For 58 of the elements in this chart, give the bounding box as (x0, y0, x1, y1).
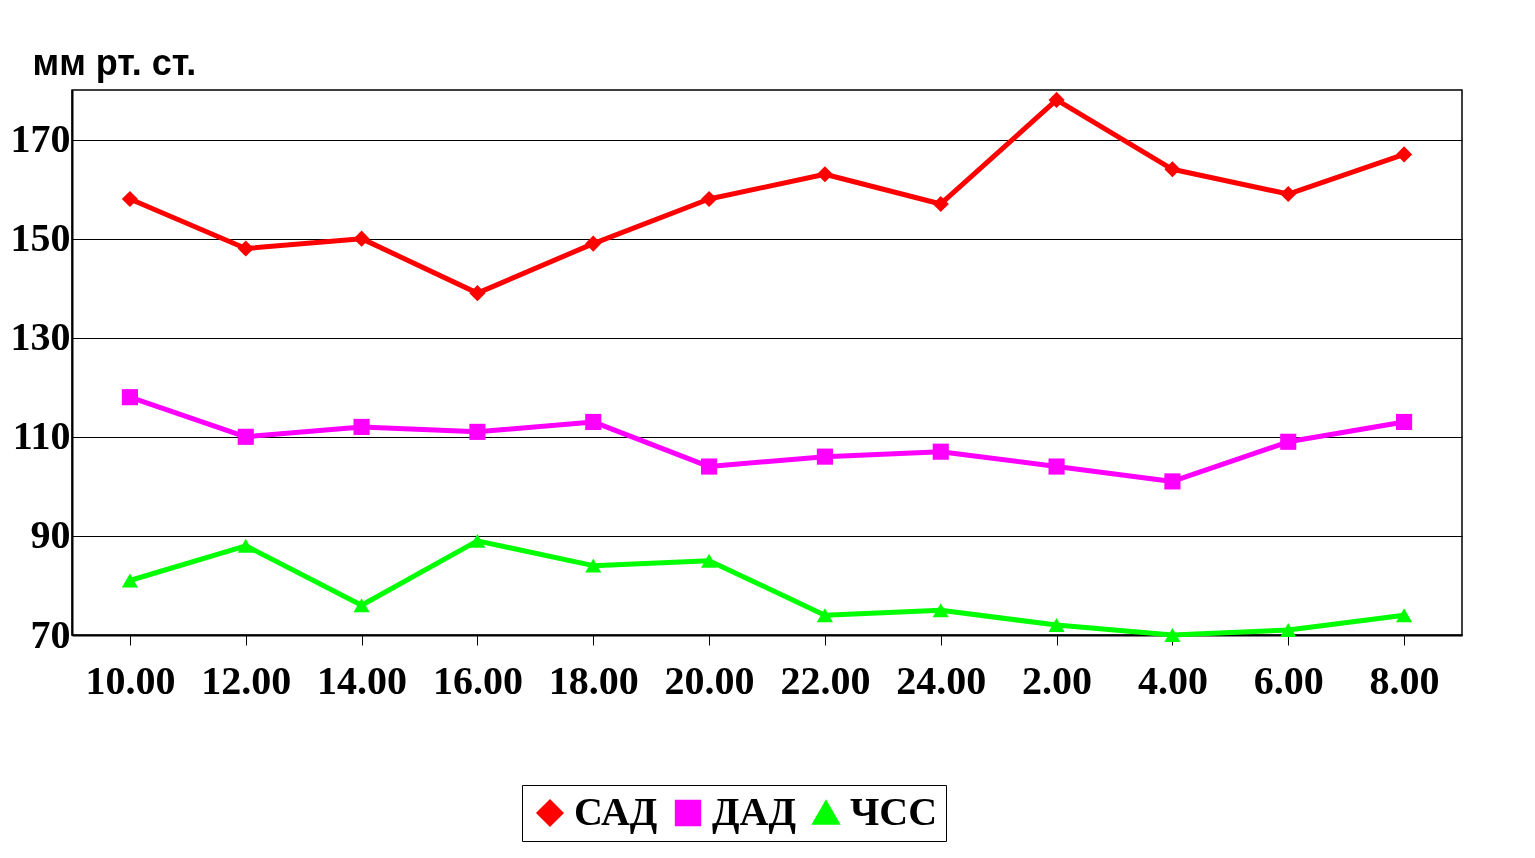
point (1396, 146, 1413, 163)
point (585, 413, 602, 431)
point (932, 443, 949, 460)
point (1280, 185, 1297, 203)
y-tick-label: 130 (10, 314, 71, 360)
point (816, 448, 833, 465)
point (469, 285, 486, 302)
point (1396, 413, 1413, 431)
point (816, 166, 833, 183)
x-tick-label: 2.00 (1022, 657, 1093, 703)
point (1164, 628, 1181, 642)
point (932, 603, 949, 618)
point (121, 389, 138, 406)
x-tick-label: 16.00 (432, 657, 523, 703)
point (701, 553, 718, 568)
legend-label: ЧСС (850, 789, 938, 834)
x-tick-label: 24.00 (896, 657, 987, 703)
x-tick-label: 4.00 (1137, 657, 1208, 703)
x-tick-label: 18.00 (548, 657, 639, 703)
x-tick-label: 6.00 (1253, 657, 1324, 703)
point (121, 573, 138, 588)
y-tick-label: 70 (30, 611, 71, 657)
point (1164, 161, 1181, 178)
y-tick-label: 170 (10, 116, 71, 162)
legend-label: САД (574, 789, 658, 834)
y-tick-label: 90 (30, 512, 71, 558)
point (1280, 623, 1297, 638)
x-tick-label: 22.00 (780, 657, 871, 703)
point (1164, 473, 1181, 490)
x-tick-label: 20.00 (664, 657, 755, 703)
point (1396, 608, 1413, 623)
y-tick-label: 150 (10, 215, 71, 261)
x-tick-label: 10.00 (85, 657, 176, 703)
point (237, 538, 254, 553)
point (585, 235, 602, 252)
y-tick-label: 110 (12, 413, 71, 459)
point (121, 190, 138, 208)
point (1280, 433, 1297, 450)
legend-label: ДАД (712, 789, 796, 834)
point (237, 240, 254, 257)
point (701, 190, 718, 208)
point (353, 418, 370, 435)
point (932, 195, 949, 213)
x-tick-label: 12.00 (201, 657, 292, 703)
point (1048, 618, 1065, 633)
point (701, 458, 718, 475)
point (585, 558, 602, 573)
point (353, 230, 370, 247)
point (469, 533, 486, 548)
point (237, 428, 254, 445)
point (1048, 91, 1065, 108)
point (1048, 458, 1065, 475)
point (469, 423, 486, 440)
point (816, 608, 833, 623)
point (353, 598, 370, 613)
x-tick-label: 8.00 (1369, 657, 1440, 703)
y-axis-title: мм рт. ст. (32, 41, 197, 83)
x-tick-label: 14.00 (317, 657, 408, 703)
